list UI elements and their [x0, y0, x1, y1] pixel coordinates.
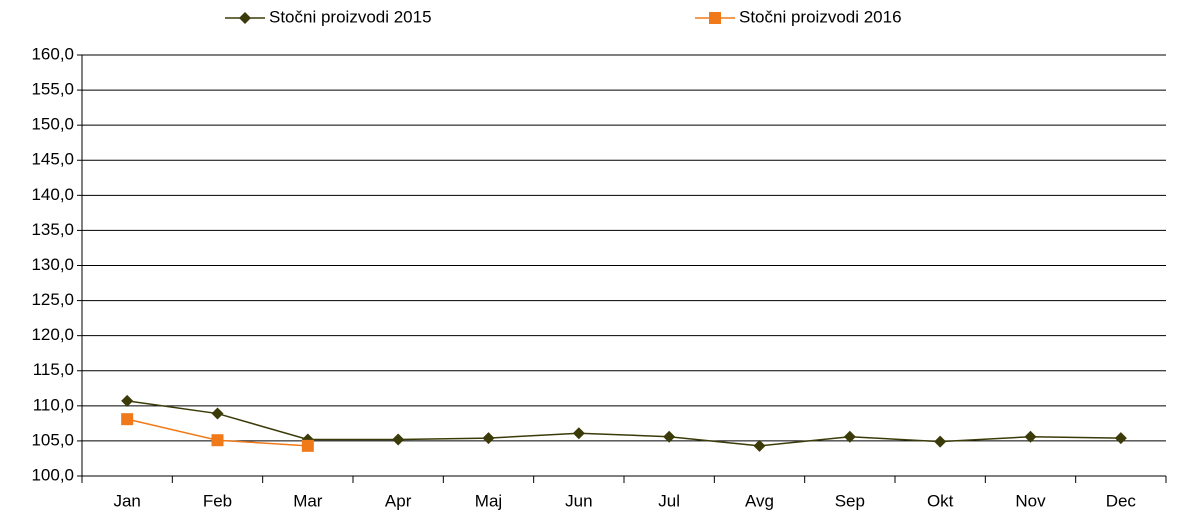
- legend-label: Stočni proizvodi 2016: [739, 7, 902, 26]
- x-tick-label: Sep: [835, 491, 865, 510]
- x-tick-label: Nov: [1015, 491, 1046, 510]
- point: [121, 394, 134, 407]
- point: [663, 430, 676, 443]
- point: [211, 407, 224, 420]
- point: [1114, 432, 1127, 445]
- y-tick-label: 110,0: [33, 395, 74, 414]
- x-tick-label: Jul: [658, 491, 680, 510]
- y-tick-label: 100,0: [31, 465, 74, 484]
- y-tick-label: 150,0: [31, 115, 74, 134]
- x-tick-label: Apr: [385, 491, 412, 510]
- point: [843, 430, 856, 443]
- point: [392, 433, 405, 446]
- point: [709, 12, 721, 24]
- y-tick-label: 140,0: [31, 185, 74, 204]
- point: [301, 439, 314, 452]
- legend-label: Stočni proizvodi 2015: [269, 7, 432, 26]
- y-tick-label: 105,0: [31, 430, 74, 449]
- y-tick-label: 120,0: [31, 325, 74, 344]
- y-tick-label: 155,0: [31, 80, 74, 99]
- point: [934, 435, 947, 448]
- x-tick-label: Jan: [113, 491, 140, 510]
- point: [572, 427, 585, 440]
- point: [211, 434, 224, 447]
- y-tick-label: 115,0: [33, 360, 74, 379]
- y-tick-label: 135,0: [31, 220, 74, 239]
- x-tick-label: Maj: [475, 491, 502, 510]
- x-tick-label: Dec: [1106, 491, 1137, 510]
- y-tick-label: 160,0: [31, 44, 74, 63]
- point: [753, 439, 766, 452]
- point: [239, 12, 251, 24]
- x-tick-label: Okt: [927, 491, 954, 510]
- y-tick-label: 130,0: [31, 255, 74, 274]
- point: [1024, 430, 1037, 443]
- x-tick-label: Avg: [745, 491, 774, 510]
- x-tick-label: Jun: [565, 491, 592, 510]
- y-tick-label: 125,0: [31, 290, 74, 309]
- point: [121, 413, 134, 426]
- y-tick-label: 145,0: [31, 150, 74, 169]
- series-line: [127, 400, 1121, 447]
- x-tick-label: Mar: [293, 491, 323, 510]
- x-tick-label: Feb: [203, 491, 232, 510]
- point: [482, 432, 495, 445]
